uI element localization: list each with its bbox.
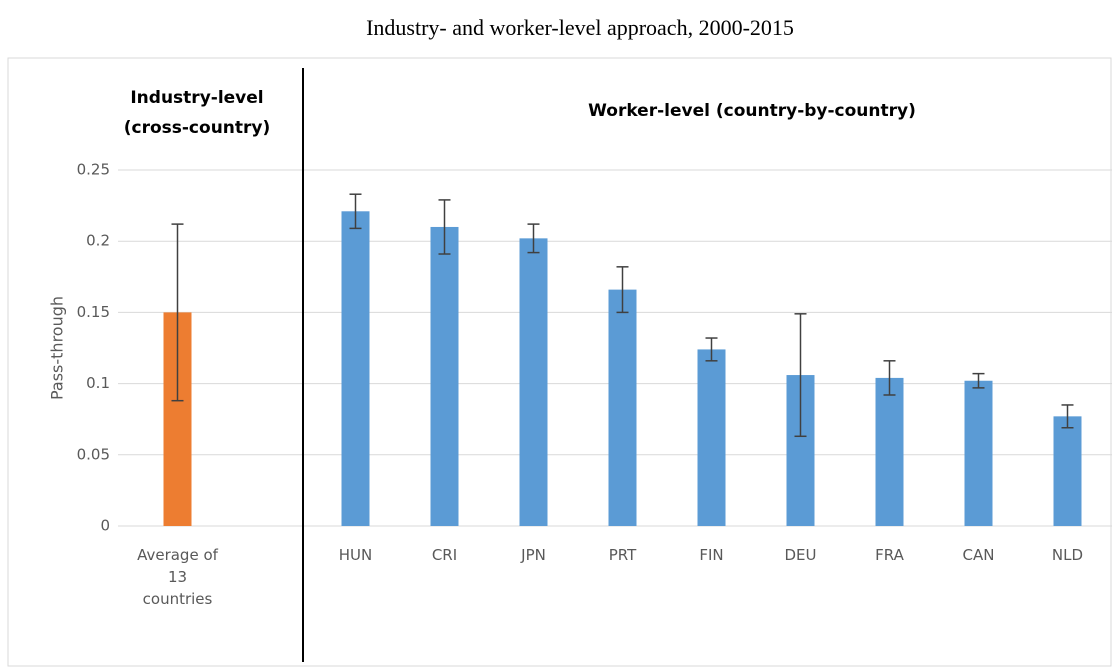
y-axis-label: Pass-through (48, 296, 67, 400)
y-tick-label: 0.1 (86, 374, 110, 392)
bar (697, 349, 726, 526)
y-tick-label: 0.25 (77, 161, 110, 179)
x-tick-label: PRT (608, 546, 637, 564)
y-tick-label: 0 (100, 517, 110, 535)
left-header: (cross-country) (124, 118, 271, 138)
chart-frame (7, 57, 1112, 667)
x-tick-label: JPN (521, 546, 546, 564)
bar (1053, 416, 1082, 526)
x-tick-label: HUN (338, 546, 373, 564)
x-tick-label: DEU (784, 546, 817, 564)
x-tick-label: NLD (1051, 546, 1084, 564)
chart-title: Industry- and worker-level approach, 200… (366, 15, 794, 40)
y-tick-label: 0.05 (77, 445, 110, 463)
x-tick-label: CAN (962, 546, 995, 564)
x-tick-label: CRI (431, 546, 458, 564)
left-header: Industry-level (130, 88, 263, 108)
right-header: Worker-level (country-by-country) (588, 101, 916, 121)
bar (341, 211, 370, 526)
bar (608, 289, 637, 526)
x-tick-label: Average of 13 countries (137, 546, 218, 608)
bar (964, 380, 993, 526)
y-tick-label: 0.15 (77, 303, 110, 321)
y-tick-label: 0.2 (86, 232, 110, 250)
bar (430, 226, 459, 526)
bar (875, 377, 904, 526)
x-tick-label: FIN (699, 546, 724, 564)
bar (519, 238, 548, 527)
x-tick-label: FRA (875, 546, 904, 564)
